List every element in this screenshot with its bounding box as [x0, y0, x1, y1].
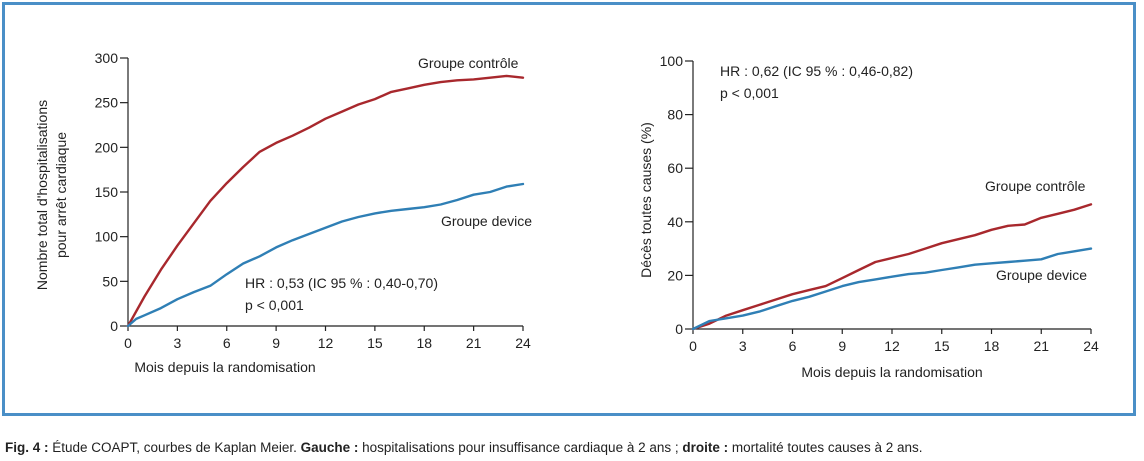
right-series-device-line [691, 247, 1093, 331]
right-x-tick-label: 0 [689, 338, 697, 354]
figure-frame: 0 3 6 9 12 15 18 21 24 0 50 100 150 200 250 300 Mois de… [2, 2, 1136, 416]
right-y-tick-label: 80 [667, 107, 683, 123]
left-x-tick-label: 18 [416, 335, 432, 351]
left-x-tick-label: 9 [272, 335, 280, 351]
right-legend-device: Groupe device [996, 267, 1087, 283]
caption-text-3: mortalité toutes causes à 2 ans. [728, 440, 923, 455]
caption-prefix: Fig. 4 : [5, 440, 49, 455]
left-y-tick-label: 0 [110, 318, 118, 334]
right-x-tick-label: 6 [789, 338, 797, 354]
right-y-tick-label: 0 [675, 321, 683, 337]
left-chart: 0 3 6 9 12 15 18 21 24 0 50 100 150 200 250 300 Mois de… [34, 50, 532, 375]
right-x-tick-label: 12 [884, 338, 900, 354]
left-y-tick-label: 100 [95, 229, 119, 245]
left-x-tick-label: 0 [124, 335, 132, 351]
right-x-tick-label: 15 [934, 338, 950, 354]
right-series-layer [691, 203, 1093, 331]
left-series-layer [126, 74, 525, 328]
right-x-axis-label: Mois depuis la randomisation [801, 364, 982, 380]
right-y-tick-label: 20 [667, 267, 683, 283]
left-x-tick-label: 12 [318, 335, 334, 351]
left-y-axis-label-line2: pour arrêt cardiaque [53, 132, 69, 258]
left-x-tick-label: 21 [466, 335, 482, 351]
right-chart: 0 3 6 9 12 15 18 21 24 0 20 40 60 80 100 Mois depuis l… [638, 53, 1099, 380]
right-y-tick-label: 40 [667, 214, 683, 230]
right-y-tick-label: 60 [667, 160, 683, 176]
right-axes: 0 3 6 9 12 15 18 21 24 0 20 40 60 80 100 [660, 53, 1099, 354]
left-p-annotation: p < 0,001 [245, 297, 304, 313]
caption-text-2: hospitalisations pour insuffisance cardi… [358, 440, 683, 455]
figure-caption: Fig. 4 : Étude COAPT, courbes de Kaplan … [5, 440, 922, 455]
left-x-tick-label: 15 [367, 335, 383, 351]
right-x-tick-label: 3 [739, 338, 747, 354]
left-hr-annotation: HR : 0,53 (IC 95 % : 0,40-0,70) [245, 275, 438, 291]
left-y-tick-label: 50 [102, 273, 118, 289]
right-y-axis-label: Décès toutes causes (%) [638, 122, 654, 278]
right-x-tick-label: 21 [1033, 338, 1049, 354]
left-x-tick-label: 3 [173, 335, 181, 351]
left-axes: 0 3 6 9 12 15 18 21 24 0 50 100 150 200 250 300 [95, 50, 531, 351]
right-x-tick-label: 9 [838, 338, 846, 354]
left-series-control-line [126, 74, 525, 328]
left-y-tick-label: 150 [95, 184, 119, 200]
left-x-tick-label: 6 [223, 335, 231, 351]
caption-left-label: Gauche : [300, 440, 359, 455]
left-legend-control: Groupe contrôle [418, 55, 519, 71]
left-y-tick-label: 200 [95, 139, 119, 155]
right-p-annotation: p < 0,001 [720, 85, 779, 101]
left-legend-device: Groupe device [441, 213, 532, 229]
right-x-tick-label: 24 [1083, 338, 1099, 354]
left-y-tick-label: 300 [95, 50, 119, 66]
right-y-tick-label: 100 [660, 53, 684, 69]
caption-right-label: droite : [682, 440, 729, 455]
left-series-device-line [126, 182, 525, 328]
left-y-tick-label: 250 [95, 95, 119, 111]
left-x-axis-label: Mois depuis la randomisation [134, 359, 315, 375]
right-legend-control: Groupe contrôle [985, 178, 1086, 194]
right-series-control-line [691, 203, 1093, 331]
left-x-tick-label: 24 [515, 335, 531, 351]
left-y-axis-label-line1: Nombre total d'hospitalisations [34, 100, 50, 290]
right-hr-annotation: HR : 0,62 (IC 95 % : 0,46-0,82) [720, 63, 913, 79]
caption-text-1: Étude COAPT, courbes de Kaplan Meier. [48, 440, 301, 455]
right-x-tick-label: 18 [984, 338, 1000, 354]
